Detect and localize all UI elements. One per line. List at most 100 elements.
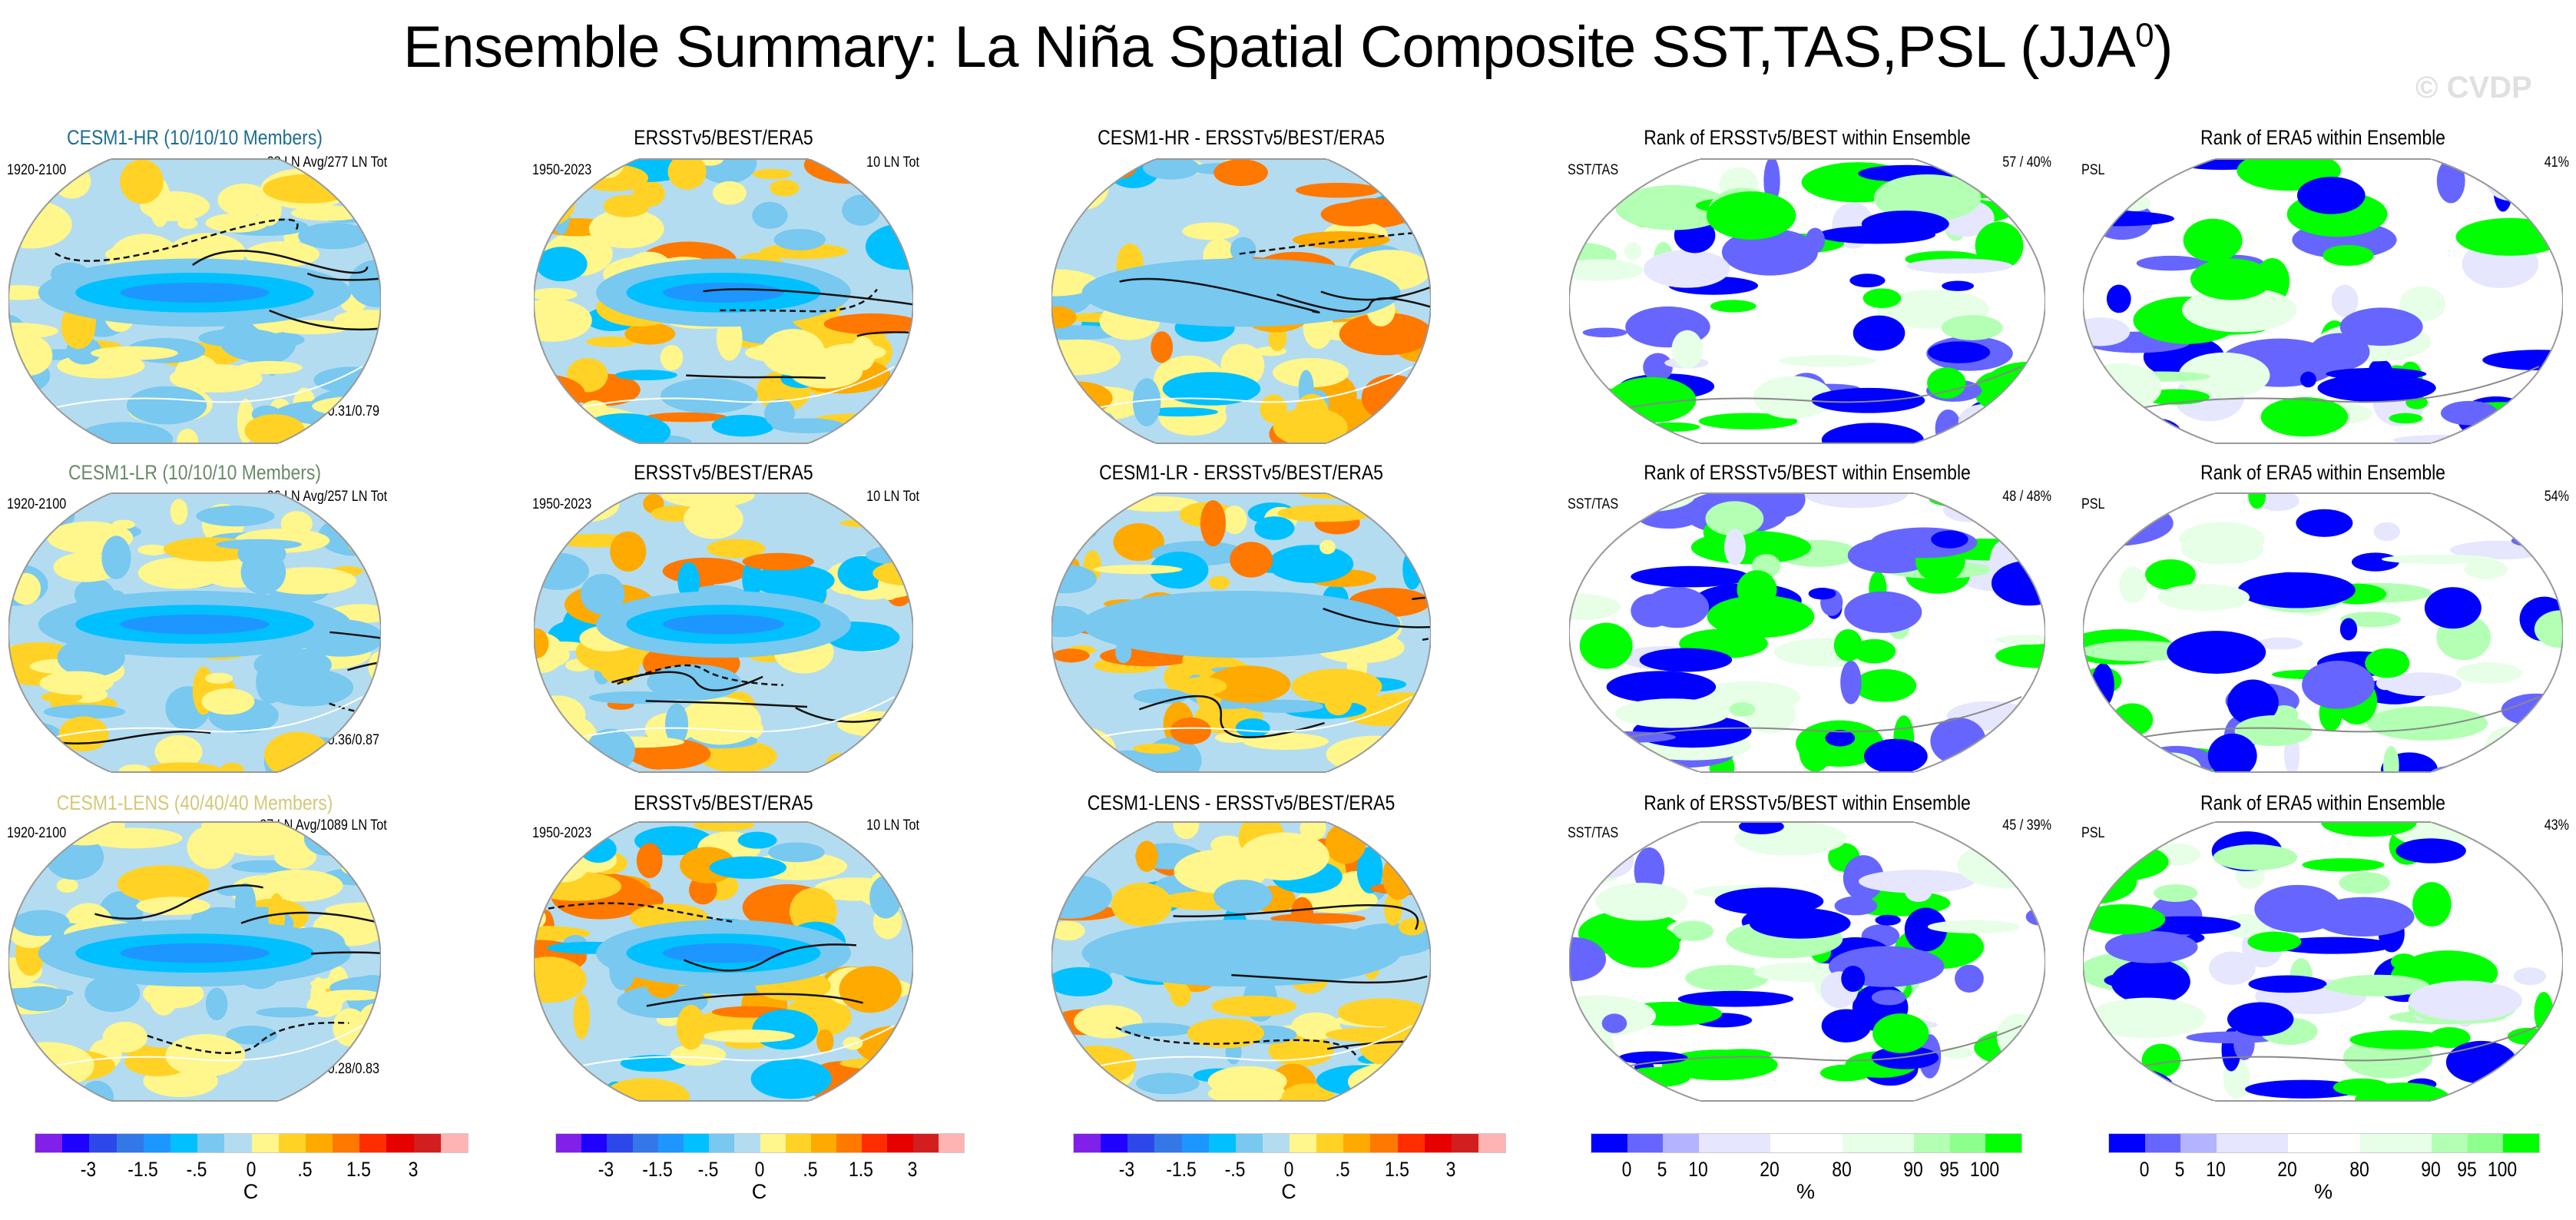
field-blob [14, 986, 68, 1012]
field-blob [1383, 1053, 1431, 1096]
field-blob [620, 1055, 687, 1072]
psl-contour [55, 218, 299, 262]
field-blob [2190, 258, 2273, 300]
field-blob [534, 628, 549, 658]
field-blob [1103, 159, 1138, 179]
field-blob [2500, 515, 2528, 529]
field-blob [1051, 400, 1078, 434]
field-blob [2331, 284, 2359, 317]
colorbar-swatch [1478, 1134, 1505, 1152]
field-blob [333, 310, 381, 330]
map-panel [1051, 821, 1431, 1102]
field-blob [2083, 428, 2166, 443]
field-blob [2429, 1027, 2471, 1049]
map-panel [8, 821, 381, 1102]
colorbar-tick-label: -1.5 [127, 1158, 158, 1181]
field-blob [126, 386, 207, 425]
field-blob [331, 741, 373, 770]
field-blob [1975, 221, 2024, 270]
field-blob [91, 346, 178, 360]
colorbar-swatch [1591, 1134, 1627, 1152]
colorbar-swatch [2503, 1134, 2539, 1152]
map-panel [8, 158, 381, 444]
field-blob [1187, 1018, 1265, 1049]
field-blob [1290, 897, 1314, 929]
field-blob [2302, 660, 2375, 709]
field-blob [2349, 1030, 2451, 1049]
field-blob [839, 966, 902, 1013]
field-blob [43, 704, 126, 719]
field-blob [823, 313, 913, 335]
field-blob [1604, 923, 1680, 968]
field-blob [2513, 967, 2547, 986]
field-blob [1337, 998, 1429, 1027]
colorbar-swatch [1913, 1134, 1950, 1152]
field-blob [1906, 258, 2013, 274]
field-blob [1834, 896, 1878, 916]
colorbar-tick-label: 100 [2488, 1158, 2518, 1181]
field-blob [2091, 663, 2114, 708]
field-blob [39, 671, 114, 695]
field-blob [2111, 703, 2154, 737]
field-blob [1569, 181, 1603, 200]
field-blob [1135, 840, 1158, 872]
field-blob [1955, 964, 1984, 993]
field-blob [8, 159, 35, 167]
field-blob [2339, 307, 2423, 346]
field-blob [2351, 552, 2399, 572]
psl-contour [329, 631, 381, 654]
field-blob [1093, 565, 1183, 575]
field-blob [2136, 255, 2206, 271]
cold-tongue-anomaly [1165, 614, 1317, 635]
field-blob [2309, 333, 2370, 371]
field-blob [1942, 280, 1975, 291]
field-blob [600, 651, 640, 685]
field-blob [1376, 737, 1431, 772]
field-blob [204, 672, 233, 685]
field-blob [580, 836, 617, 864]
field-blob [2220, 913, 2272, 938]
colorbar-tick-label: 3 [907, 1158, 918, 1181]
field-blob [1366, 493, 1431, 520]
field-blob [2088, 997, 2206, 1039]
colorbar-tick-label: 1.5 [849, 1158, 874, 1181]
colorbar-tick-label: -.5 [1224, 1158, 1246, 1181]
field-blob [2083, 159, 2134, 171]
colorbar-swatch [632, 1134, 658, 1152]
field-blob [303, 822, 351, 856]
field-blob [1927, 367, 1966, 399]
field-blob [1615, 698, 1730, 728]
field-blob [2257, 637, 2303, 650]
field-blob [1162, 372, 1261, 406]
colorbar-swatch [607, 1134, 633, 1152]
field-blob [2119, 566, 2147, 603]
panel-right-label: 10 LN Tot [866, 154, 919, 171]
field-blob [2482, 350, 2563, 371]
field-blob [8, 412, 28, 430]
field-blob [2339, 871, 2391, 894]
colorbar-swatch [1343, 1134, 1371, 1152]
field-blob [709, 856, 786, 879]
field-blob [1206, 665, 1291, 704]
colorbar-swatch [938, 1134, 964, 1152]
field-blob [1673, 921, 1713, 941]
panel-right-label: 28 LN Avg/277 LN Tot [267, 154, 387, 171]
field-blob [1177, 677, 1227, 696]
colorbar-swatch [2109, 1134, 2145, 1152]
colorbar-tick-label: 0 [1621, 1158, 1632, 1181]
field-blob [1694, 681, 1801, 714]
field-blob [2455, 217, 2563, 256]
field-blob [556, 493, 620, 522]
field-blob [1086, 751, 1121, 772]
colorbar-swatch [333, 1134, 360, 1152]
colorbar-swatch [1370, 1134, 1398, 1152]
field-blob [573, 993, 591, 1039]
field-blob [263, 174, 354, 204]
field-blob [1862, 288, 1902, 308]
field-blob [2018, 375, 2045, 423]
field-blob [2087, 723, 2127, 744]
field-blob [1995, 643, 2045, 668]
map-panel [1569, 821, 2045, 1102]
colorbar [35, 1133, 469, 1153]
colorbar [1591, 1133, 2022, 1153]
